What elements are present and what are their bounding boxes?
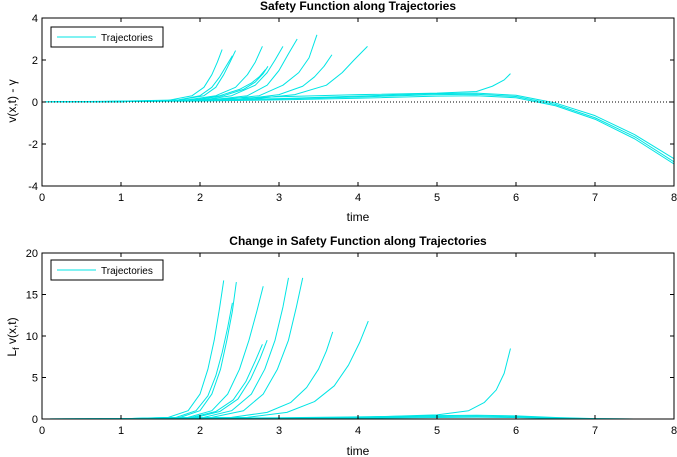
top-plot-legend-label: Trajectories <box>101 33 153 44</box>
bottom-plot-legend-box <box>50 259 164 281</box>
top-plot-plot-area <box>42 34 674 165</box>
bottom-plot: Change in Safety Function along Trajecto… <box>5 234 677 457</box>
bottom-plot-x-tick-label: 8 <box>671 425 677 437</box>
bottom-plot-y-tick-label: 20 <box>26 248 38 260</box>
top-plot-y-tick-label: -4 <box>28 181 38 193</box>
bottom-plot-y-label-subscript: f <box>11 347 21 350</box>
bottom-plot-y-tick-label: 5 <box>32 373 38 385</box>
top-plot-y-label: v(x,t) - γ <box>5 79 19 122</box>
top-plot-x-tick-label: 5 <box>434 192 440 204</box>
top-plot-legend-box <box>50 26 164 48</box>
top-plot-series-group <box>42 34 674 165</box>
top-plot-x-tick-label: 1 <box>118 192 124 204</box>
top-plot-y-tick-label: 2 <box>32 55 38 67</box>
top-plot-y-tick-label: 0 <box>32 97 38 109</box>
top-plot-y-tick-label: -2 <box>28 139 38 151</box>
top-plot-axes: 0 1 2 3 4 5 6 7 8 -4 -2 0 2 4 <box>28 13 677 204</box>
bottom-plot-x-tick-label: 0 <box>39 425 45 437</box>
top-plot-x-tick-label: 7 <box>592 192 598 204</box>
top-plot-y-tick-label: 4 <box>32 13 38 25</box>
top-plot: Safety Function along Trajectories 0 1 2 3 4… <box>5 0 677 224</box>
bottom-plot-axes: 0 1 2 3 4 5 6 7 8 0 5 10 15 20 <box>26 248 677 437</box>
bottom-plot-x-label: time <box>347 444 370 457</box>
top-plot-x-label: time <box>347 210 370 224</box>
bottom-plot-x-tick-label: 6 <box>513 425 519 437</box>
top-plot-legend: Trajectories <box>50 26 164 48</box>
bottom-plot-y-label: Lf v(x,t) <box>5 317 21 356</box>
bottom-plot-y-label-rest: v(x,t) <box>5 317 19 347</box>
bottom-plot-legend-label: Trajectories <box>101 266 153 277</box>
top-plot-title: Safety Function along Trajectories <box>260 0 456 13</box>
top-plot-x-tick-label: 8 <box>671 192 677 204</box>
bottom-plot-x-tick-label: 2 <box>197 425 203 437</box>
bottom-plot-y-tick-label: 10 <box>26 331 38 343</box>
bottom-plot-x-tick-label: 7 <box>592 425 598 437</box>
top-plot-x-tick-label: 6 <box>513 192 519 204</box>
bottom-plot-y-tick-label: 15 <box>26 290 38 302</box>
top-plot-x-tick-label: 2 <box>197 192 203 204</box>
top-plot-x-tick-label: 3 <box>276 192 282 204</box>
bottom-plot-x-tick-label: 4 <box>355 425 361 437</box>
top-plot-x-tick-label: 0 <box>39 192 45 204</box>
bottom-plot-x-tick-label: 1 <box>118 425 124 437</box>
bottom-plot-title: Change in Safety Function along Trajecto… <box>229 234 487 248</box>
bottom-plot-x-tick-label: 5 <box>434 425 440 437</box>
top-plot-series-line-12 <box>42 73 511 103</box>
bottom-plot-y-tick-label: 0 <box>32 414 38 426</box>
top-plot-x-tick-label: 4 <box>355 192 361 204</box>
top-plot-series-line-15 <box>42 95 674 165</box>
bottom-plot-x-tick-label: 3 <box>276 425 282 437</box>
bottom-plot-legend: Trajectories <box>50 259 164 281</box>
